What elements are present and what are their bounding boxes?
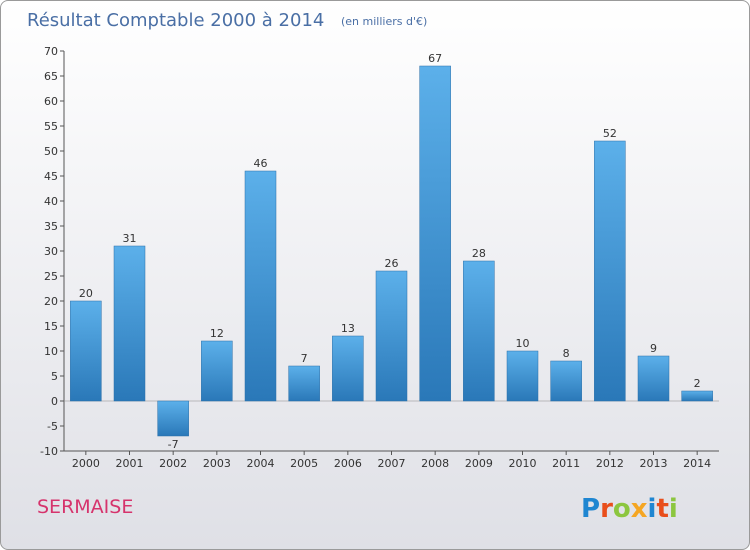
x-tick-label-2000: 2000 xyxy=(72,457,100,470)
x-tick-label-2003: 2003 xyxy=(203,457,231,470)
y-tick-label: -5 xyxy=(47,420,58,433)
bar-2013 xyxy=(637,355,670,402)
bar-2011 xyxy=(550,360,582,402)
y-tick-label: 55 xyxy=(44,120,58,133)
chart-title: Résultat Comptable 2000 à 2014 xyxy=(27,10,324,31)
logo-letter: x xyxy=(631,494,648,524)
y-tick-label: 5 xyxy=(51,370,58,383)
x-tick-label-2009: 2009 xyxy=(465,457,493,470)
value-label-2003: 12 xyxy=(210,327,224,340)
value-label-2006: 13 xyxy=(341,322,355,335)
value-label-2007: 26 xyxy=(385,257,399,270)
bar-2004 xyxy=(244,170,277,402)
value-label-2009: 28 xyxy=(472,247,486,260)
x-tick-label-2013: 2013 xyxy=(640,457,668,470)
bar-2008 xyxy=(419,65,451,402)
bar-2003 xyxy=(201,340,233,402)
x-tick-label-2012: 2012 xyxy=(596,457,624,470)
logo-letter: i xyxy=(648,494,657,524)
bar-2012 xyxy=(594,140,626,402)
y-tick-label: 10 xyxy=(44,345,58,358)
bar-2006 xyxy=(332,335,364,402)
x-tick-label-2005: 2005 xyxy=(290,457,318,470)
x-tick-label-2010: 2010 xyxy=(509,457,537,470)
value-label-2004: 46 xyxy=(254,157,268,170)
logo-letter: t xyxy=(656,494,668,524)
bar-2010 xyxy=(506,350,539,402)
x-tick-label-2006: 2006 xyxy=(334,457,362,470)
x-tick-label-2008: 2008 xyxy=(421,457,449,470)
y-tick-label: 50 xyxy=(44,145,58,158)
bar-2002 xyxy=(157,400,189,437)
bar-2000 xyxy=(70,300,102,402)
bar-2005 xyxy=(288,365,320,402)
x-tick-label-2011: 2011 xyxy=(552,457,580,470)
y-tick-label: 45 xyxy=(44,170,58,183)
y-tick-label: 0 xyxy=(51,395,58,408)
value-label-2005: 7 xyxy=(301,352,308,365)
y-tick-label: 60 xyxy=(44,95,58,108)
x-tick-label-2014: 2014 xyxy=(683,457,711,470)
axes: -10 -5 0 5 10 15 20 25 30 35 40 45 50 55 60 65 70 2000 200… xyxy=(40,45,719,470)
value-label-2013: 9 xyxy=(650,342,657,355)
bars: 20 31 -7 12 46 7 13 26 67 28 10 8 52 9 2 xyxy=(70,52,713,451)
logo-letter: r xyxy=(600,494,613,524)
value-label-2000: 20 xyxy=(79,287,93,300)
logo-letter: o xyxy=(613,494,631,524)
y-tick-label: 65 xyxy=(44,70,58,83)
value-label-2011: 8 xyxy=(563,347,570,360)
y-tick-label: 35 xyxy=(44,220,58,233)
town-name: SERMAISE xyxy=(37,496,133,518)
bar-2014 xyxy=(681,390,713,402)
x-tick-label-2002: 2002 xyxy=(159,457,187,470)
bar-2001 xyxy=(113,245,146,402)
value-label-2008: 67 xyxy=(428,52,442,65)
proxiti-logo: Proxiti xyxy=(581,494,678,524)
x-tick-label-2004: 2004 xyxy=(247,457,275,470)
x-tick-label-2007: 2007 xyxy=(378,457,406,470)
y-tick-label: 25 xyxy=(44,270,58,283)
chart-subtitle: (en milliers d'€) xyxy=(341,15,427,28)
x-tick-label-2001: 2001 xyxy=(116,457,144,470)
y-tick-label: 20 xyxy=(44,295,58,308)
y-tick-label: 30 xyxy=(44,245,58,258)
value-label-2012: 52 xyxy=(603,127,617,140)
y-tick-label: -10 xyxy=(40,445,58,458)
y-tick-label: 15 xyxy=(44,320,58,333)
value-label-2010: 10 xyxy=(516,337,530,350)
bar-2009 xyxy=(463,260,495,402)
value-label-2002: -7 xyxy=(168,438,179,451)
value-label-2001: 31 xyxy=(123,232,137,245)
bar-2007 xyxy=(375,270,408,402)
y-tick-label: 40 xyxy=(44,195,58,208)
y-tick-label: 70 xyxy=(44,45,58,58)
logo-letter: i xyxy=(669,494,678,524)
logo-letter: P xyxy=(581,494,600,524)
value-label-2014: 2 xyxy=(694,377,701,390)
